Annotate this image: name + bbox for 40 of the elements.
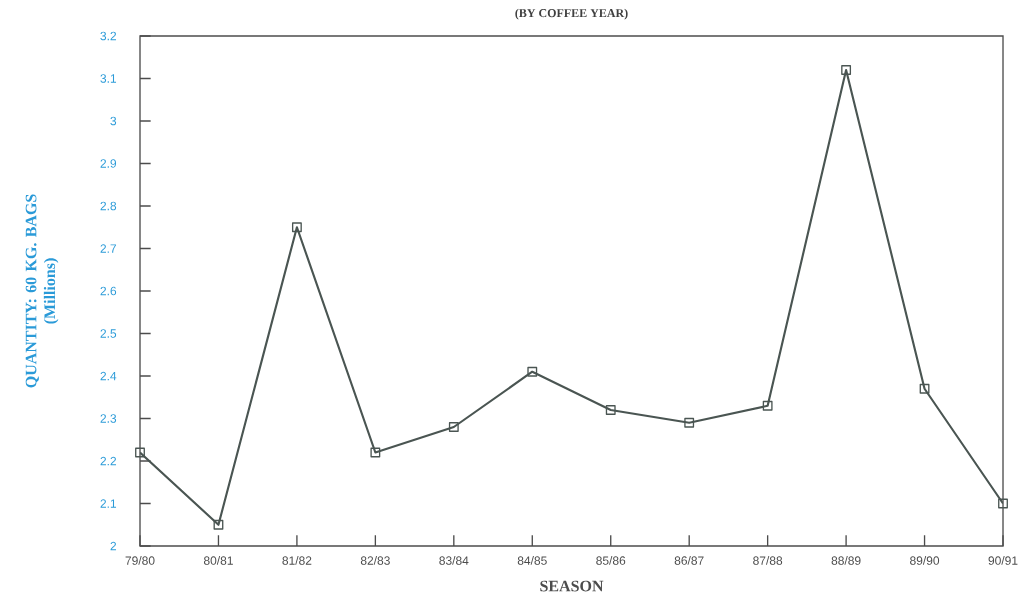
chart-title: (BY COFFEE YEAR): [515, 8, 628, 20]
point: [370, 447, 381, 458]
point: [762, 400, 773, 411]
x-tick-label: 84/85: [517, 556, 547, 565]
x-tick-label: 83/84: [439, 556, 469, 565]
point: [684, 417, 695, 428]
y-tick-label: 2.1: [100, 499, 117, 508]
x-tick-label: 90/91: [988, 556, 1018, 565]
x-tick-label: 86/87: [674, 556, 704, 565]
x-tick-label: 82/83: [360, 556, 390, 565]
y-tick-label: 3.1: [100, 74, 117, 83]
x-tick-label: 81/82: [282, 556, 312, 565]
y-tick-label: 3.2: [100, 31, 117, 41]
point: [919, 383, 930, 394]
y-axis-title: QUANTITY: 60 KG. BAGS (Millions): [25, 194, 59, 388]
x-tick-label: 85/86: [596, 556, 626, 565]
point: [605, 405, 616, 415]
x-tick-label: 88/89: [831, 556, 861, 565]
x-tick-label: 80/81: [203, 556, 233, 565]
y-tick-label: 2: [110, 541, 117, 551]
point: [841, 65, 852, 75]
y-tick-label: 2.8: [100, 201, 117, 211]
x-tick-label: 89/90: [910, 556, 940, 565]
y-tick-label: 2.2: [100, 456, 117, 466]
point: [448, 422, 459, 432]
x-axis-title: SEASON: [540, 580, 604, 592]
y-tick-label: 2.3: [100, 414, 117, 423]
point: [291, 222, 302, 233]
y-tick-label: 3: [110, 116, 117, 126]
y-tick-label: 2.5: [100, 329, 117, 338]
x-tick-label: 87/88: [753, 556, 783, 565]
y-tick-label: 2.4: [100, 371, 117, 381]
point: [527, 366, 538, 377]
point: [213, 519, 224, 530]
y-tick-label: 2.7: [100, 244, 117, 253]
x-tick-label: 79/80: [125, 556, 155, 565]
point: [998, 498, 1008, 509]
point: [135, 447, 145, 458]
y-tick-label: 2.6: [100, 286, 117, 296]
y-tick-label: 2.9: [100, 159, 117, 168]
